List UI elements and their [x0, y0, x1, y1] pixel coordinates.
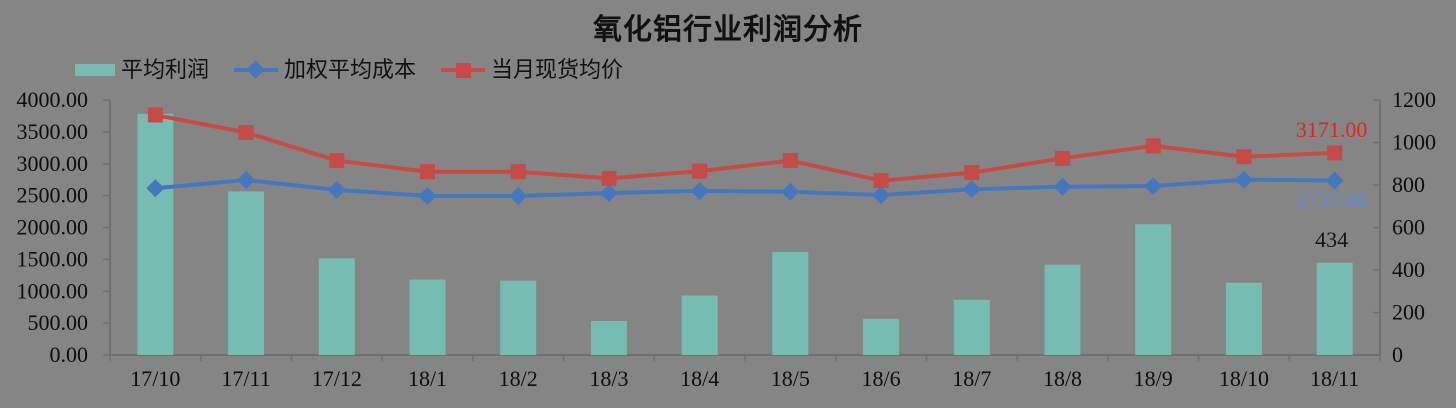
square-marker-icon — [1236, 149, 1252, 165]
diamond-marker-icon — [246, 60, 265, 79]
x-axis-category-label: 18/6 — [862, 366, 901, 391]
right-axis-tick-label: 1000 — [1392, 130, 1436, 155]
x-axis-category-label: 17/10 — [130, 366, 180, 391]
square-marker-icon — [238, 125, 254, 141]
right-axis-tick-label: 600 — [1392, 215, 1425, 240]
left-axis-tick-label: 1500.00 — [17, 246, 89, 271]
x-axis-category-label: 18/11 — [1310, 366, 1359, 391]
right-axis-tick-label: 400 — [1392, 257, 1425, 282]
square-marker-icon — [601, 170, 617, 186]
bar — [409, 279, 446, 355]
avg-cost-line — [146, 170, 1344, 205]
diamond-marker-icon — [146, 179, 165, 198]
left-axis-tick-label: 500.00 — [28, 310, 89, 335]
bar-series — [137, 113, 1353, 355]
diamond-marker-icon — [599, 184, 618, 203]
square-marker-icon — [1145, 138, 1161, 154]
bar — [590, 321, 627, 355]
x-axis-category-label: 18/4 — [680, 366, 719, 391]
diamond-marker-icon — [509, 186, 528, 205]
data-label: 434 — [1315, 227, 1348, 252]
diamond-marker-icon — [1234, 170, 1253, 189]
legend: 平均利润 加权平均成本 当月现货均价 — [75, 57, 623, 83]
diamond-marker-icon — [1325, 171, 1344, 190]
diamond-marker-icon — [872, 185, 891, 204]
x-axis-category-label: 17/11 — [221, 366, 270, 391]
x-axis-category-label: 18/3 — [589, 366, 628, 391]
x-axis-category-label: 18/10 — [1219, 366, 1269, 391]
left-axis-tick-label: 2500.00 — [17, 183, 89, 208]
line-path — [155, 177, 1335, 198]
right-axis-tick-label: 1200 — [1392, 87, 1436, 112]
x-axis-category-label: 18/7 — [952, 366, 991, 391]
bar — [500, 280, 537, 355]
square-marker-icon — [510, 164, 526, 180]
left-axis-tick-label: 2000.00 — [17, 215, 89, 240]
square-marker-icon — [1327, 145, 1343, 161]
line-diamond-swatch-icon — [234, 60, 279, 80]
diamond-marker-icon — [1053, 177, 1072, 196]
left-axis-tick-label: 3500.00 — [17, 119, 89, 144]
diamond-marker-icon — [690, 181, 709, 200]
diamond-marker-icon — [781, 182, 800, 201]
bar — [863, 318, 900, 355]
left-axis-tick-label: 4000.00 — [17, 87, 89, 112]
line-path — [154, 113, 1335, 183]
diamond-marker-icon — [418, 186, 437, 205]
bar — [137, 113, 174, 355]
diamond-marker-icon — [237, 171, 256, 190]
legend-item-average-profit: 平均利润 — [75, 57, 209, 83]
square-marker-icon — [147, 107, 163, 123]
bar — [1044, 264, 1081, 355]
square-marker-icon — [1055, 150, 1070, 166]
bar — [1316, 262, 1353, 355]
square-marker-icon — [692, 163, 708, 179]
diamond-marker-icon — [327, 180, 346, 199]
legend-label-spot-avg-price: 当月现货均价 — [491, 57, 624, 82]
square-marker-icon — [420, 164, 435, 180]
legend-label-average-profit: 平均利润 — [121, 57, 210, 82]
data-label: 3171.00 — [1296, 117, 1368, 142]
bar — [772, 251, 809, 355]
legend-label-weighted-avg-cost: 加权平均成本 — [284, 57, 417, 82]
bar — [681, 295, 718, 355]
x-axis-category-label: 18/8 — [1043, 366, 1082, 391]
line-square-swatch-icon — [441, 60, 486, 80]
x-axis-category-label: 17/12 — [312, 366, 362, 391]
square-marker-icon — [456, 62, 472, 78]
spot-price-line — [147, 107, 1343, 189]
legend-item-spot-avg-price: 当月现货均价 — [441, 57, 623, 83]
bar-swatch-icon — [75, 64, 115, 76]
diamond-marker-icon — [1144, 177, 1163, 196]
square-marker-icon — [873, 173, 889, 189]
legend-item-weighted-avg-cost: 加权平均成本 — [234, 57, 416, 83]
right-axis-tick-label: 200 — [1392, 300, 1425, 325]
chart-title: 氧化铝行业利润分析 — [592, 14, 863, 46]
x-axis-category-label: 18/9 — [1134, 366, 1173, 391]
left-axis-tick-label: 1000.00 — [17, 278, 89, 303]
square-marker-icon — [782, 153, 798, 169]
left-axis-tick-label: 0.00 — [50, 342, 89, 367]
square-marker-icon — [329, 153, 345, 169]
data-label: 2737.00 — [1296, 188, 1368, 213]
bar — [228, 191, 265, 355]
x-axis-category-label: 18/1 — [408, 366, 447, 391]
diamond-marker-icon — [962, 180, 981, 199]
square-marker-icon — [964, 165, 980, 181]
right-axis-tick-label: 0 — [1392, 342, 1403, 367]
bar — [1225, 282, 1262, 355]
bar — [953, 299, 990, 355]
bar — [318, 258, 355, 355]
right-axis-tick-label: 800 — [1392, 172, 1425, 197]
x-axis-category-label: 18/2 — [499, 366, 538, 391]
x-axis-category-label: 18/5 — [771, 366, 810, 391]
left-axis-tick-label: 3000.00 — [17, 151, 89, 176]
bar — [1135, 224, 1172, 355]
